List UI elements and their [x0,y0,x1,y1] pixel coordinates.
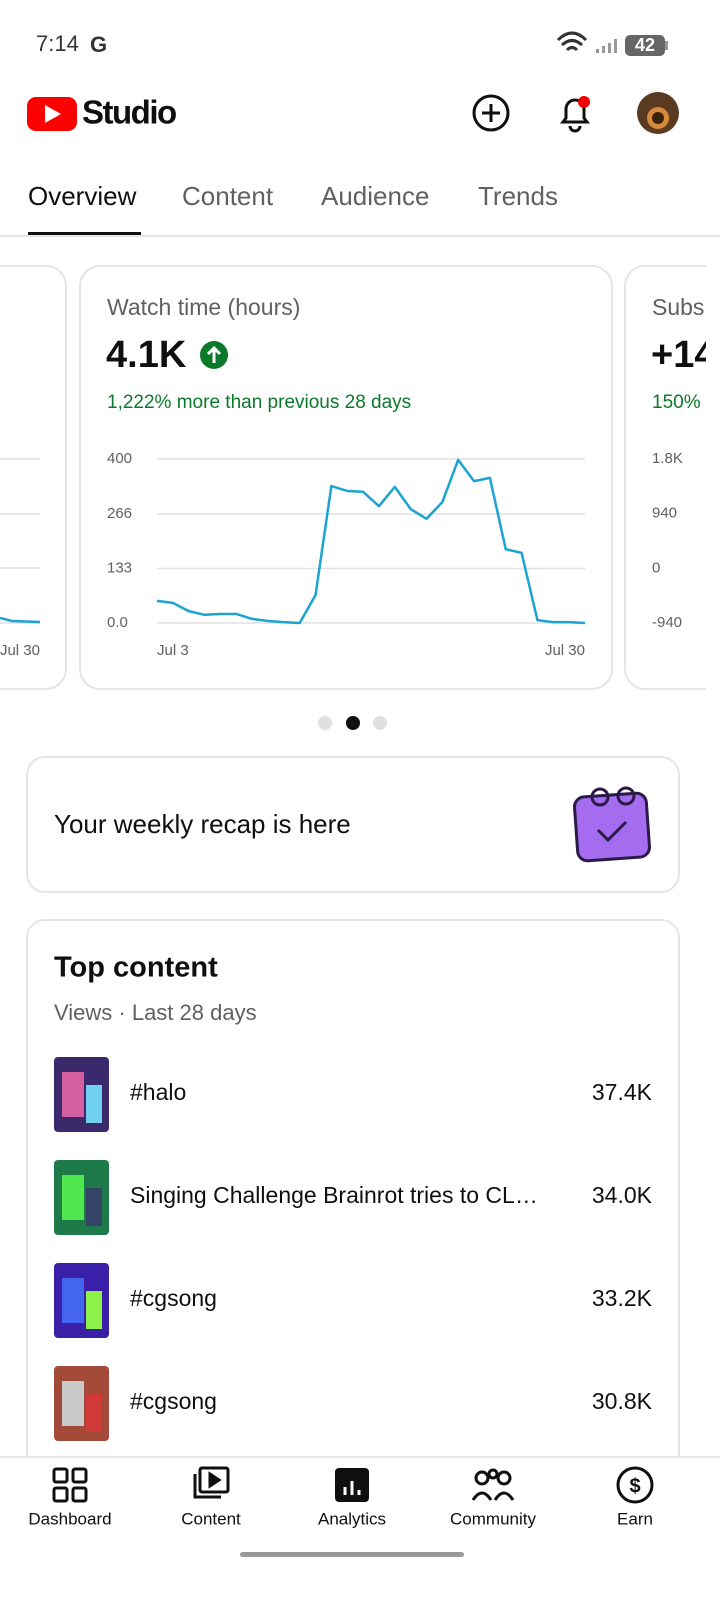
y-tick-label: 940 [652,505,677,522]
thumbnail-detail [62,1278,84,1323]
thumbnail-detail [62,1175,84,1220]
tab[interactable]: Trends [478,181,558,211]
x-tick-label: Jul 30 [545,642,585,659]
tab[interactable]: Overview [28,181,137,211]
y-tick-label: -940 [652,614,682,631]
battery [625,35,665,56]
x-tick-label: Jul 3 [157,642,189,659]
avatar[interactable] [637,92,679,134]
prev-line [0,616,41,624]
y-tick-label: 266 [107,505,132,522]
recap-icon [573,786,651,863]
content-title[interactable]: Singing Challenge Brainrot tries to CL… [130,1182,538,1208]
metric-value: +14 [651,334,715,376]
signal [596,49,599,53]
recap-text: Your weekly recap is here [54,809,351,839]
metric-change: 1,222% more than previous 28 days [107,392,411,413]
section-subtitle: Views · Last 28 days [54,1000,257,1025]
home-indicator [240,1552,464,1557]
nav-label[interactable]: Community [450,1509,536,1528]
page-dot[interactable] [373,716,387,730]
trend-up-icon [200,341,228,369]
carrier: G [90,32,107,57]
wifi-icon [556,31,588,52]
divider [0,1456,720,1458]
notifications-button[interactable] [560,96,590,133]
dollar-sign: $ [629,1475,640,1497]
thumbnail-detail [86,1291,102,1329]
battery-level: 42 [635,35,655,55]
x-tick-label: Jul 30 [0,642,40,659]
recap-card[interactable] [26,756,680,893]
next-card[interactable] [624,265,720,690]
time: 7:14 [36,31,79,56]
edge-mask [706,240,720,710]
y-tick-label: 0.0 [107,614,128,631]
signal [608,43,611,53]
card-title: Subs [652,294,704,320]
create-button[interactable] [472,94,510,132]
y-tick-label: 133 [107,559,132,576]
metric-change: 150% [652,392,701,413]
nav-label[interactable]: Earn [617,1509,653,1528]
thumbnail-detail [86,1188,102,1226]
line [156,458,586,625]
nav-icon-bars [343,1481,361,1495]
signal [602,46,605,53]
thumbnail-detail [86,1394,102,1432]
thumbnail-detail [62,1072,84,1117]
nav-label[interactable]: Analytics [318,1509,386,1528]
page-dot[interactable] [346,716,360,730]
metric-value: 4.1K [106,334,187,376]
y-tick-label: 400 [107,450,132,467]
logo-play [45,105,61,123]
content-title[interactable]: #cgsong [130,1388,217,1414]
thumbnail-detail [86,1085,102,1123]
content-title[interactable]: #cgsong [130,1285,217,1311]
y-tick-label: 1.8K [652,450,683,467]
content-views: 30.8K [592,1388,653,1414]
content-title[interactable]: #halo [130,1079,186,1105]
page-dot[interactable] [318,716,332,730]
battery-tip [665,41,668,50]
content-views: 33.2K [592,1285,653,1311]
prev-card[interactable] [0,265,67,690]
tab[interactable]: Audience [321,181,429,211]
nav-icon [52,1466,654,1504]
section-title: Top content [54,952,218,984]
content-views: 37.4K [592,1079,653,1105]
content-views: 34.0K [592,1182,653,1208]
divider [0,235,720,237]
card-title: Watch time (hours) [107,294,300,320]
tab-indicator [28,232,141,236]
signal [614,39,617,53]
app-title: Studio [82,94,176,131]
nav-label[interactable]: Content [181,1509,241,1528]
nav-label[interactable]: Dashboard [28,1509,111,1528]
tab[interactable]: Content [182,181,274,211]
thumbnail-detail [62,1381,84,1426]
y-tick-label: 0 [652,559,660,576]
chart-card[interactable] [79,265,613,690]
